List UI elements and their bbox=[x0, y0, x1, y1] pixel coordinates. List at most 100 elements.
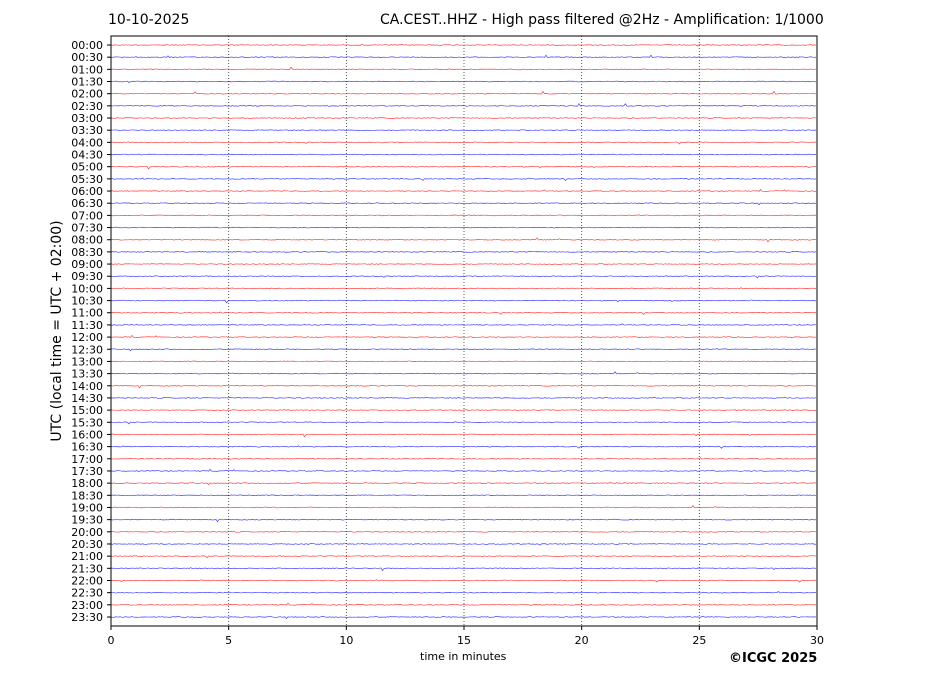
trace-0630 bbox=[110, 202, 817, 206]
x-tick-label: 25 bbox=[692, 634, 706, 647]
y-tick-label: 23:00 bbox=[71, 599, 103, 612]
y-tick-label: 19:00 bbox=[71, 501, 103, 514]
trace-1000 bbox=[110, 287, 817, 290]
y-tick-label: 06:00 bbox=[71, 185, 103, 198]
trace-0030 bbox=[110, 54, 817, 59]
trace-1600 bbox=[110, 433, 817, 438]
y-tick-label: 05:00 bbox=[71, 161, 103, 174]
y-tick-label: 01:00 bbox=[71, 63, 103, 76]
trace-0200 bbox=[110, 90, 817, 95]
y-tick-label: 09:00 bbox=[71, 258, 103, 271]
y-tick-label: 16:00 bbox=[71, 428, 103, 441]
trace-2100 bbox=[110, 555, 817, 559]
x-tick-label: 20 bbox=[575, 634, 589, 647]
y-tick-label: 01:30 bbox=[71, 76, 103, 89]
y-tick-label: 06:30 bbox=[71, 197, 103, 210]
y-tick-label: 15:30 bbox=[71, 416, 103, 429]
trace-0400 bbox=[110, 141, 817, 145]
trace-1500 bbox=[110, 409, 817, 412]
trace-1700 bbox=[110, 457, 817, 460]
trace-2030 bbox=[110, 543, 817, 546]
trace-1530 bbox=[110, 421, 817, 425]
trace-2230 bbox=[110, 591, 817, 594]
trace-1830 bbox=[110, 494, 817, 497]
y-tick-label: 19:30 bbox=[71, 514, 103, 527]
x-axis-label: time in minutes bbox=[420, 650, 507, 663]
y-tick-label: 21:00 bbox=[71, 550, 103, 563]
y-tick-label: 07:30 bbox=[71, 222, 103, 235]
trace-0430 bbox=[110, 153, 817, 156]
x-tick-label: 30 bbox=[810, 634, 824, 647]
y-tick-label: 00:30 bbox=[71, 51, 103, 64]
y-tick-label: 11:30 bbox=[71, 319, 103, 332]
y-tick-label: 10:30 bbox=[71, 295, 103, 308]
date-label: 10-10-2025 bbox=[108, 12, 190, 28]
trace-0700 bbox=[110, 214, 817, 217]
trace-1030 bbox=[110, 299, 817, 304]
trace-1430 bbox=[110, 397, 817, 399]
y-tick-label: 08:00 bbox=[71, 234, 103, 247]
y-tick-label: 05:30 bbox=[71, 173, 103, 186]
y-tick-label: 13:00 bbox=[71, 355, 103, 368]
y-tick-label: 18:30 bbox=[71, 489, 103, 502]
y-tick-label: 17:30 bbox=[71, 465, 103, 478]
copyright-text: ©ICGC 2025 bbox=[729, 651, 818, 666]
trace-0130 bbox=[110, 80, 817, 84]
trace-0500 bbox=[110, 165, 817, 170]
trace-0600 bbox=[110, 188, 817, 192]
trace-1630 bbox=[110, 445, 817, 449]
trace-2130 bbox=[110, 567, 817, 572]
trace-1130 bbox=[110, 323, 817, 326]
x-tick-label: 15 bbox=[457, 634, 471, 647]
trace-1400 bbox=[110, 384, 817, 389]
y-tick-label: 14:00 bbox=[71, 380, 103, 393]
y-tick-label: 03:00 bbox=[71, 112, 103, 125]
y-tick-label: 20:30 bbox=[71, 538, 103, 551]
trace-0100 bbox=[110, 66, 817, 71]
trace-2000 bbox=[110, 531, 817, 533]
trace-0330 bbox=[110, 129, 817, 131]
y-tick-label: 11:00 bbox=[71, 307, 103, 320]
y-tick-label: 23:30 bbox=[71, 611, 103, 624]
y-tick-label: 22:00 bbox=[71, 574, 103, 587]
trace-1930 bbox=[110, 518, 817, 523]
trace-0300 bbox=[110, 117, 817, 119]
trace-2200 bbox=[110, 579, 817, 583]
trace-0530 bbox=[110, 177, 817, 182]
x-tick-label: 0 bbox=[108, 634, 115, 647]
x-tick-label: 10 bbox=[339, 634, 353, 647]
y-tick-label: 17:00 bbox=[71, 453, 103, 466]
trace-0830 bbox=[110, 251, 817, 253]
x-tick-label: 5 bbox=[225, 634, 232, 647]
trace-1800 bbox=[110, 482, 816, 486]
y-tick-label: 04:00 bbox=[71, 136, 103, 149]
y-tick-label: 14:30 bbox=[71, 392, 103, 405]
trace-0800 bbox=[110, 237, 817, 243]
trace-0000 bbox=[110, 44, 817, 47]
trace-0930 bbox=[110, 275, 817, 279]
trace-2300 bbox=[110, 602, 817, 606]
y-tick-label: 20:00 bbox=[71, 526, 103, 539]
trace-1900 bbox=[110, 505, 817, 509]
y-tick-label: 21:30 bbox=[71, 562, 103, 575]
y-tick-label: 04:30 bbox=[71, 149, 103, 162]
trace-0730 bbox=[110, 226, 817, 229]
trace-1100 bbox=[110, 311, 817, 315]
y-tick-label: 12:00 bbox=[71, 331, 103, 344]
y-tick-label: 12:30 bbox=[71, 343, 103, 356]
y-tick-label: 08:30 bbox=[71, 246, 103, 259]
y-tick-label: 00:00 bbox=[71, 39, 103, 52]
plot-frame bbox=[110, 35, 818, 627]
y-tick-label: 15:00 bbox=[71, 404, 103, 417]
trace-1230 bbox=[110, 348, 817, 352]
y-tick-label: 02:30 bbox=[71, 100, 103, 113]
y-tick-label: 07:00 bbox=[71, 209, 103, 222]
y-tick-label: 10:00 bbox=[71, 282, 103, 295]
trace-1200 bbox=[110, 334, 817, 338]
y-tick-label: 13:30 bbox=[71, 368, 103, 381]
trace-1300 bbox=[110, 360, 817, 363]
y-tick-label: 18:00 bbox=[71, 477, 103, 490]
y-tick-label: 22:30 bbox=[71, 587, 103, 600]
trace-1730 bbox=[110, 468, 817, 472]
